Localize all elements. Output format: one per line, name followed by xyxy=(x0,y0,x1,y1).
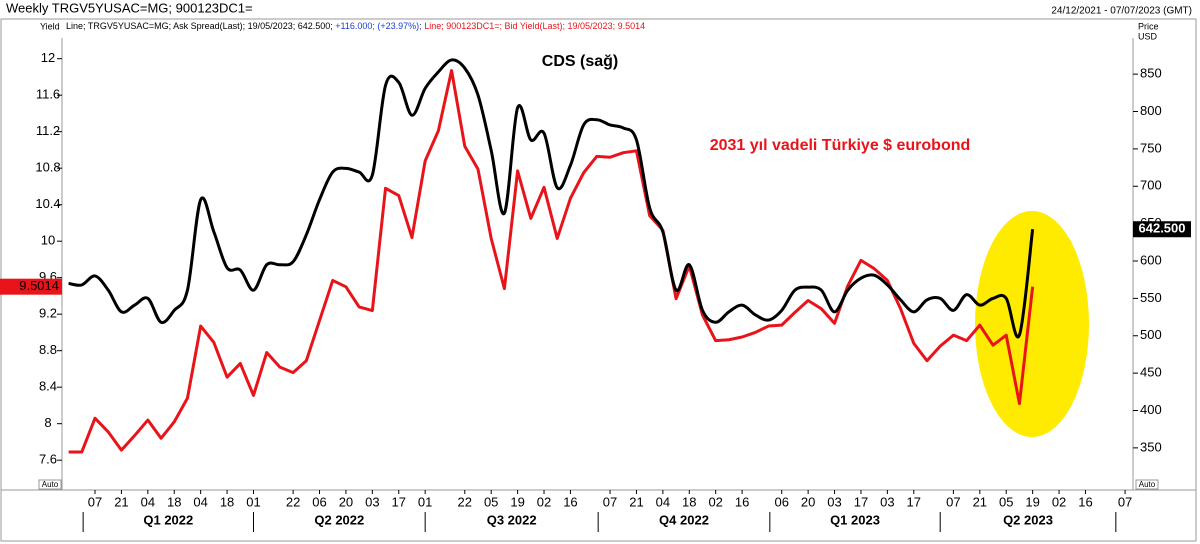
x-tick-label: 07 xyxy=(88,494,102,509)
y2-tick-label: 750 xyxy=(1140,140,1162,155)
x-tick-label: 05 xyxy=(484,494,498,509)
last-value-box xyxy=(1133,221,1191,238)
highlight-ellipse xyxy=(975,211,1089,437)
x-tick-label: 04 xyxy=(656,494,670,509)
x-tick-label: 18 xyxy=(220,494,234,509)
x-tick-label: 17 xyxy=(392,494,406,509)
x-tick-label: 21 xyxy=(114,494,128,509)
last-value-box xyxy=(0,278,62,295)
y-axis-title: Yield xyxy=(40,21,60,31)
x-tick-label: 20 xyxy=(339,494,353,509)
y2-tick-label: 500 xyxy=(1140,327,1162,342)
scale-mode-box xyxy=(38,479,62,490)
legend-change: +116.000; (+23.97%); xyxy=(335,21,421,31)
legend-entry: Line; 900123DC1=; Bid Yield(Last); 19/05… xyxy=(424,21,645,31)
scale-mode-box xyxy=(1135,479,1159,490)
x-tick-label: 17 xyxy=(907,494,921,509)
last-value-label: 642.500 xyxy=(1139,221,1186,236)
y-tick-label: 8.8 xyxy=(39,342,57,357)
x-tick-label: 02 xyxy=(1052,494,1066,509)
y2-tick-label: 350 xyxy=(1140,439,1162,454)
x-tick-label: 17 xyxy=(854,494,868,509)
quarter-label: Q3 2022 xyxy=(487,512,537,527)
series-line xyxy=(68,58,1035,339)
y2-tick-label: 600 xyxy=(1140,252,1162,267)
series-line xyxy=(68,69,1035,454)
x-tick-label: 02 xyxy=(537,494,551,509)
x-tick-label: 05 xyxy=(999,494,1013,509)
date-range: 24/12/2021 - 07/07/2023 (GMT) xyxy=(1051,6,1192,17)
x-tick-label: 19 xyxy=(1025,494,1039,509)
x-tick-label: 03 xyxy=(827,494,841,509)
y-tick-label: 9.2 xyxy=(39,306,57,321)
x-tick-label: 16 xyxy=(1078,494,1092,509)
quarter-label: Q2 2023 xyxy=(1003,512,1053,527)
last-value-label: 9.5014 xyxy=(19,278,59,293)
x-tick-label: 16 xyxy=(563,494,577,509)
x-tick-label: 20 xyxy=(801,494,815,509)
x-tick-label: 03 xyxy=(880,494,894,509)
y2-tick-label: 700 xyxy=(1140,178,1162,193)
y-tick-label: 12 xyxy=(41,50,55,65)
y2-tick-label: 850 xyxy=(1140,66,1162,81)
legend: Line; TRGV5YUSAC=MG; Ask Spread(Last); 1… xyxy=(66,21,645,31)
y2-axis-title: Price xyxy=(1138,21,1159,31)
y2-tick-label: 550 xyxy=(1140,290,1162,305)
x-tick-label: 07 xyxy=(603,494,617,509)
y-tick-label: 10.4 xyxy=(35,196,60,211)
chart-title: Weekly TRGV5YUSAC=MG; 900123DC1= xyxy=(6,0,253,15)
x-tick-label: 06 xyxy=(312,494,326,509)
scale-mode: Auto xyxy=(1139,480,1156,489)
y-tick-label: 11.2 xyxy=(36,123,60,138)
x-tick-label: 21 xyxy=(629,494,643,509)
x-tick-label: 07 xyxy=(1118,494,1132,509)
y-tick-label: 10 xyxy=(41,233,55,248)
quarter-label: Q1 2022 xyxy=(143,512,193,527)
y2-axis-unit: USD xyxy=(1138,31,1158,41)
x-tick-label: 18 xyxy=(167,494,181,509)
annotation: CDS (sağ) xyxy=(542,53,618,70)
quarter-label: Q4 2022 xyxy=(659,512,709,527)
scale-mode: Auto xyxy=(42,480,59,489)
y-tick-label: 7.6 xyxy=(39,452,57,467)
y-tick-label: 8 xyxy=(44,415,51,430)
x-tick-label: 07 xyxy=(946,494,960,509)
x-tick-label: 22 xyxy=(286,494,300,509)
y2-tick-label: 800 xyxy=(1140,103,1162,118)
x-tick-label: 18 xyxy=(682,494,696,509)
x-tick-label: 04 xyxy=(141,494,155,509)
quarter-label: Q2 2022 xyxy=(314,512,364,527)
x-tick-label: 02 xyxy=(708,494,722,509)
x-tick-label: 06 xyxy=(774,494,788,509)
x-tick-label: 16 xyxy=(735,494,749,509)
x-tick-label: 22 xyxy=(458,494,472,509)
y-tick-label: 11.6 xyxy=(36,87,60,102)
x-tick-label: 19 xyxy=(510,494,524,509)
x-tick-label: 01 xyxy=(246,494,260,509)
y-tick-label: 8.4 xyxy=(39,379,57,394)
x-tick-label: 01 xyxy=(418,494,432,509)
quarter-label: Q1 2023 xyxy=(830,512,880,527)
legend-entry: Line; TRGV5YUSAC=MG; Ask Spread(Last); 1… xyxy=(66,21,333,31)
x-tick-label: 21 xyxy=(973,494,987,509)
annotation: 2031 yıl vadeli Türkiye $ eurobond xyxy=(710,137,971,154)
x-tick-label: 04 xyxy=(193,494,207,509)
y2-tick-label: 450 xyxy=(1140,365,1162,380)
y2-tick-label: 400 xyxy=(1140,402,1162,417)
x-tick-label: 03 xyxy=(365,494,379,509)
y-tick-label: 10.8 xyxy=(35,160,60,175)
